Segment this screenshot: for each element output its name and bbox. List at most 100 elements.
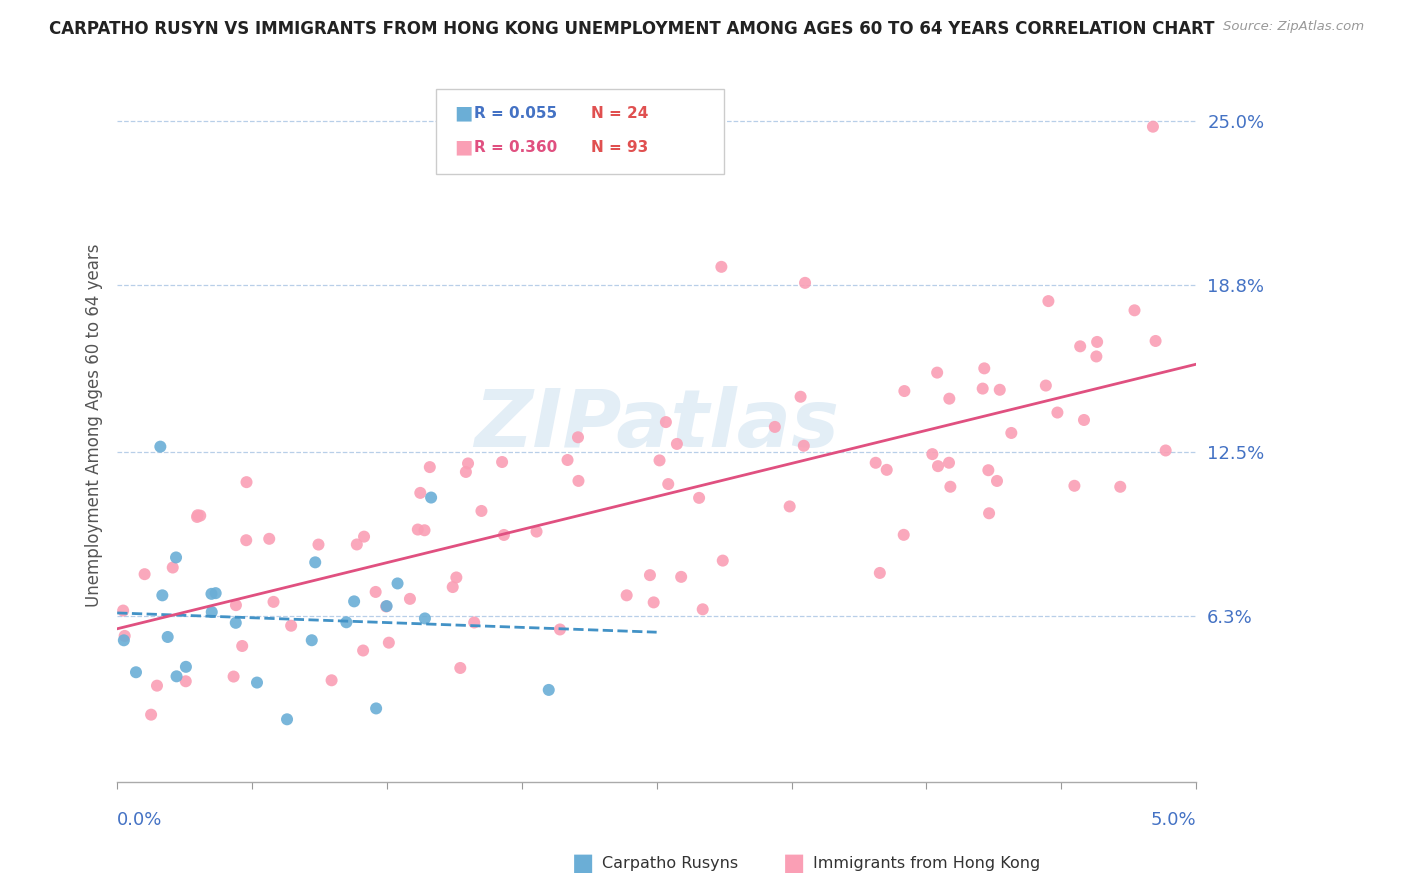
Point [537,682,560,697]
Point [454,465,477,479]
Text: Immigrants from Hong Kong: Immigrants from Hong Kong [813,856,1040,871]
Point [526,524,548,539]
Point [1069,339,1091,353]
Text: ZIPatlas: ZIPatlas [474,386,839,465]
Point [988,383,1011,397]
Point [321,673,343,688]
Point [406,523,429,537]
Point [225,598,247,612]
Point [146,679,169,693]
Point [1038,294,1060,309]
Text: 5.0%: 5.0% [1150,811,1197,829]
Point [112,633,135,648]
Text: R = 0.360: R = 0.360 [474,140,557,154]
Point [638,568,661,582]
Point [470,504,492,518]
Point [972,382,994,396]
Point [446,570,468,584]
Point [346,537,368,551]
Point [793,439,815,453]
Point [280,618,302,632]
Point [938,456,960,470]
Point [655,415,678,429]
Point [657,477,679,491]
Point [304,555,326,569]
Point [1063,479,1085,493]
Point [308,538,330,552]
Point [1000,425,1022,440]
Point [710,260,733,274]
Point [921,447,943,461]
Point [977,506,1000,520]
Point [688,491,710,505]
Point [162,560,184,574]
Point [378,635,401,649]
Point [139,707,162,722]
Text: Carpatho Rusyns: Carpatho Rusyns [602,856,738,871]
Point [420,491,443,505]
Point [869,566,891,580]
Point [1085,334,1108,349]
Point [222,669,245,683]
Point [187,508,209,523]
Point [616,588,638,602]
Point [366,701,388,715]
Point [1123,303,1146,318]
Point [246,675,269,690]
Point [973,361,995,376]
Point [201,605,224,619]
Point [1073,413,1095,427]
Point [567,474,589,488]
Point [1085,350,1108,364]
Point [166,669,188,683]
Point [1109,480,1132,494]
Point [665,437,688,451]
Point [364,585,387,599]
Point [387,576,409,591]
Point [779,500,801,514]
Point [263,595,285,609]
Point [149,440,172,454]
Point [114,629,136,643]
Point [939,480,962,494]
Point [794,276,817,290]
Text: 0.0%: 0.0% [117,811,163,829]
Point [711,553,734,567]
Text: R = 0.055: R = 0.055 [474,106,557,120]
Point [225,615,247,630]
Text: ■: ■ [783,852,806,875]
Point [413,611,436,625]
Point [927,459,949,474]
Point [413,523,436,537]
Point [235,533,257,548]
Point [643,595,665,609]
Point [938,392,960,406]
Point [893,384,915,398]
Point [125,665,148,680]
Point [231,639,253,653]
Point [927,366,949,380]
Point [492,528,515,542]
Point [557,453,579,467]
Point [763,420,786,434]
Point [174,660,197,674]
Text: ■: ■ [454,103,472,123]
Point [441,580,464,594]
Point [375,599,398,613]
Point [352,643,374,657]
Point [876,463,898,477]
Point [1035,378,1057,392]
Point [491,455,513,469]
Point [150,588,173,602]
Point [669,570,692,584]
Point [257,532,280,546]
Point [789,390,811,404]
Point [865,456,887,470]
Point [335,615,357,630]
Point [548,623,571,637]
Point [375,599,398,614]
Point [156,630,179,644]
Point [409,486,432,500]
Point [1144,334,1167,348]
Point [1046,405,1069,419]
